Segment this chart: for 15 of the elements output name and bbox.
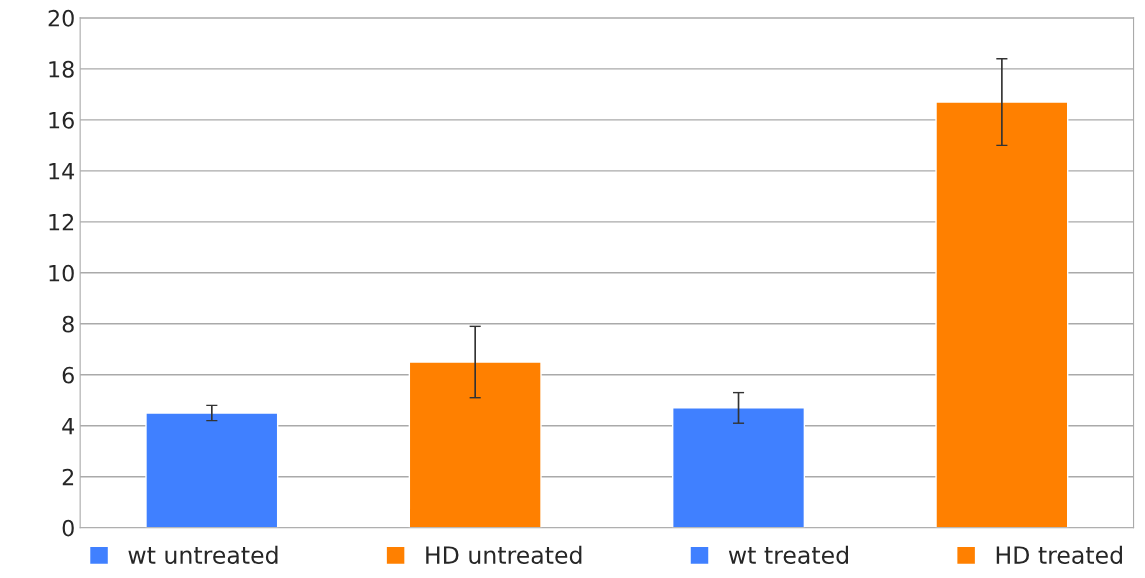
y-tick-label: 10 [49,264,74,282]
y-tick-label: 6 [62,366,74,384]
legend-label: wt treated [728,545,848,564]
y-tick-label: 2 [62,468,74,486]
y-tick-label: 16 [49,111,74,129]
legend-label: HD untreated [426,545,582,564]
y-tick-label: 0 [62,519,74,537]
y-tick-label: 14 [49,163,75,180]
y-tick-label: 20 [48,9,74,27]
y-tick-label: 18 [49,60,74,78]
y-tick-label: 12 [49,213,74,231]
legend-label: HD treated [996,545,1122,564]
legend-label: wt untreated [128,545,278,564]
y-tick-label: 4 [62,418,75,435]
y-tick-label: 8 [62,315,74,333]
